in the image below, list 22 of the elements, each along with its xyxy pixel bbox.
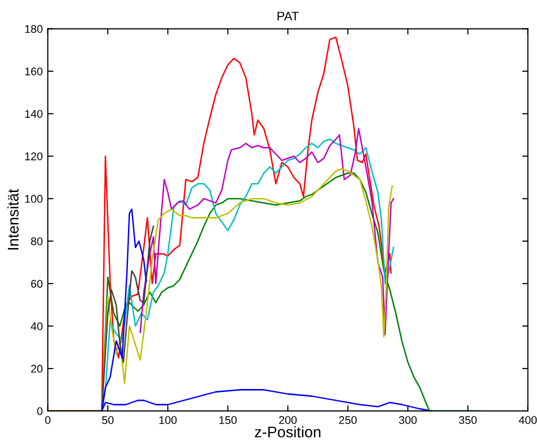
y-tick-label: 180 <box>25 25 42 33</box>
x-tick-label: 250 <box>339 416 357 424</box>
y-tick-label: 100 <box>25 194 42 203</box>
y-tick-label: 140 <box>25 110 42 118</box>
x-tick-label: 150 <box>219 416 237 424</box>
y-tick-label: 60 <box>31 280 42 288</box>
chart-title: PAT <box>278 12 299 20</box>
y-tick-label: 80 <box>31 237 42 246</box>
x-tick-label: 0 <box>45 416 50 424</box>
y-axis-title: Intensität <box>7 188 19 250</box>
x-axis-title: z-Position <box>254 426 320 438</box>
x-tick-label: 300 <box>399 416 417 424</box>
x-tick-label: 200 <box>279 416 297 424</box>
y-tick-label: 160 <box>25 68 42 76</box>
x-tick-label: 100 <box>159 416 177 424</box>
y-tick-label: 120 <box>25 152 42 160</box>
y-tick-label: 20 <box>31 364 42 373</box>
x-tick-label: 50 <box>102 416 114 424</box>
x-tick-label: 400 <box>518 416 537 424</box>
x-tick-label: 350 <box>459 416 477 424</box>
y-tick-label: 0 <box>37 407 42 416</box>
y-tick-label: 40 <box>30 322 42 330</box>
